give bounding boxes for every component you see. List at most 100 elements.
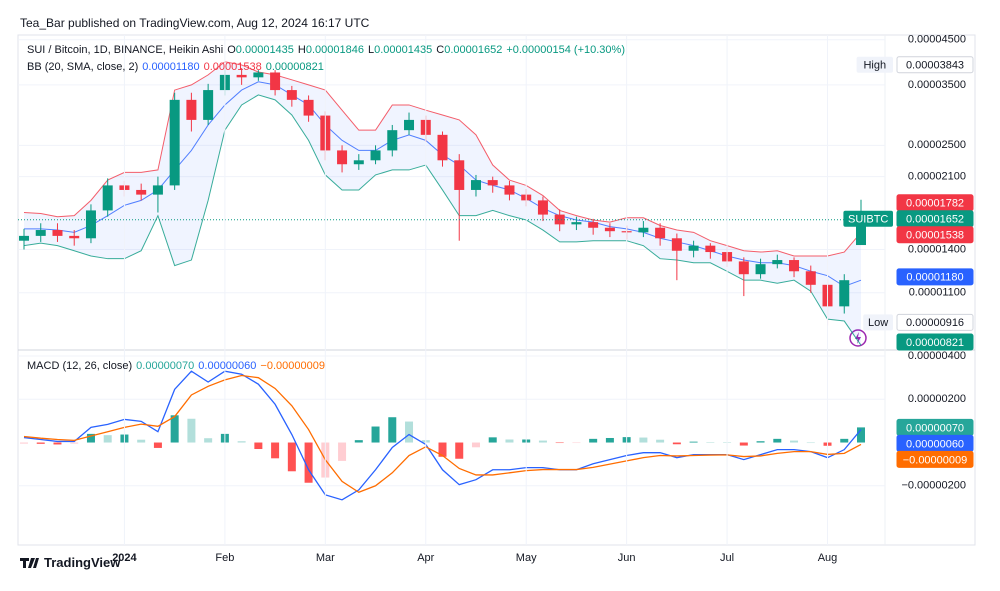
legend-key: H bbox=[297, 44, 306, 56]
legend-title: MACD (12, 26, close) bbox=[27, 360, 133, 372]
event-icon-bolt bbox=[855, 332, 861, 344]
price-label: −0.00000009 bbox=[903, 454, 968, 466]
price-label-box bbox=[896, 450, 974, 468]
candle-body bbox=[604, 227, 615, 232]
candle-body bbox=[19, 235, 29, 241]
histogram-bar bbox=[153, 442, 162, 448]
candle-body bbox=[136, 189, 147, 195]
candle-body bbox=[186, 99, 197, 120]
histogram-bar bbox=[488, 437, 497, 443]
histogram-bar bbox=[455, 442, 464, 459]
x-tick-label: 2024 bbox=[112, 552, 137, 564]
candle-body bbox=[404, 119, 415, 131]
histogram-bar bbox=[689, 441, 698, 443]
legend: MACD (12, 26, close) 0.00000070 0.00000060… bbox=[27, 358, 329, 374]
histogram-bar bbox=[338, 442, 347, 461]
histogram-bar bbox=[840, 438, 849, 443]
price-label-tag bbox=[863, 314, 893, 331]
histogram-bar bbox=[170, 415, 179, 443]
y-tick-label: 0.00002500 bbox=[908, 139, 966, 151]
candle-body bbox=[169, 99, 180, 186]
candle-body bbox=[454, 160, 465, 190]
histogram-bar bbox=[103, 435, 112, 443]
band-fill bbox=[24, 61, 861, 346]
logo bbox=[20, 558, 39, 568]
price-label-tag bbox=[856, 56, 893, 73]
x-tick-label: Mar bbox=[316, 552, 335, 564]
x-tick-label: May bbox=[516, 552, 537, 564]
band-line bbox=[23, 61, 862, 257]
x-tick-label: Jul bbox=[720, 552, 734, 564]
legend-title: SUI / Bitcoin, 1D, BINANCE, Heikin Ashi bbox=[27, 44, 224, 56]
candle-body bbox=[655, 227, 666, 239]
candle-body bbox=[755, 264, 766, 275]
histogram-bar bbox=[304, 442, 313, 483]
histogram-bar bbox=[438, 442, 447, 457]
candle-body bbox=[789, 260, 800, 272]
histogram-bar bbox=[555, 442, 564, 444]
x-tick-label: Apr bbox=[417, 552, 434, 564]
histogram-bar bbox=[790, 440, 799, 443]
price-label-tag-text: Low bbox=[868, 317, 888, 329]
candle-body bbox=[270, 72, 281, 91]
histogram-bar bbox=[806, 442, 815, 444]
histogram-bar bbox=[639, 437, 648, 443]
legend-value: 0.00000821 bbox=[265, 61, 324, 73]
candle-body bbox=[772, 260, 783, 265]
legend-title: BB (20, SMA, close, 2) bbox=[27, 61, 139, 73]
brand: TradingView bbox=[44, 555, 121, 570]
y-tick-label: 0.00000200 bbox=[908, 393, 966, 405]
price-label: 0.00001180 bbox=[906, 272, 963, 284]
price-label-box bbox=[896, 268, 974, 286]
price-label: 0.00003843 bbox=[906, 60, 964, 72]
y-tick-label: 0.00004500 bbox=[908, 34, 966, 46]
y-tick-label: 0.00001400 bbox=[908, 243, 966, 255]
histogram-bar bbox=[857, 427, 865, 443]
candle-body bbox=[69, 235, 80, 239]
candle-body bbox=[152, 185, 163, 195]
histogram-bar bbox=[20, 442, 28, 444]
histogram-bar bbox=[405, 421, 414, 443]
legend-value: −0.00000009 bbox=[260, 360, 325, 372]
candle-body bbox=[35, 230, 46, 236]
candle-body bbox=[236, 74, 247, 78]
legend-key: L bbox=[368, 44, 375, 56]
candle-body bbox=[52, 230, 63, 236]
histogram-bar bbox=[354, 440, 363, 443]
price-label: 0.00000070 bbox=[906, 422, 964, 434]
histogram-bar bbox=[589, 438, 598, 443]
candle-body bbox=[487, 180, 498, 186]
legend: BB (20, SMA, close, 2) 0.00001180 0.000015… bbox=[27, 59, 328, 75]
price-label: 0.00001652 bbox=[906, 214, 964, 226]
candle-body bbox=[688, 245, 699, 251]
y-tick-label: 0.00003500 bbox=[908, 79, 966, 91]
y-tick-label: 0.00002100 bbox=[908, 171, 966, 183]
candle-body bbox=[85, 210, 96, 239]
histogram-bar bbox=[70, 442, 79, 444]
candle-body bbox=[588, 222, 599, 228]
candle-body bbox=[856, 219, 866, 246]
histogram-bar bbox=[53, 442, 62, 445]
legend-key: C bbox=[436, 44, 445, 56]
y-tick-label: 0.00001100 bbox=[909, 287, 966, 299]
candle-body bbox=[738, 261, 749, 275]
histogram-bar bbox=[187, 418, 196, 443]
histogram-bar bbox=[388, 417, 397, 443]
legend: SUI / Bitcoin, 1D, BINANCE, Heikin Ashi O… bbox=[27, 42, 629, 58]
price-label: 0.00000916 bbox=[906, 317, 964, 329]
price-label: 0.00001782 bbox=[906, 198, 964, 210]
legend-value: 0.00001846 bbox=[305, 44, 364, 56]
x-tick-label: Jun bbox=[618, 552, 636, 564]
price-label-box bbox=[896, 226, 974, 244]
price-label: 0.00000821 bbox=[906, 337, 964, 349]
histogram-bar bbox=[706, 442, 715, 443]
legend-value: 0.00000060 bbox=[198, 360, 257, 372]
band-line bbox=[23, 94, 862, 346]
price-label-tag-text: High bbox=[863, 60, 886, 72]
candle-body bbox=[303, 99, 314, 116]
price-label-box bbox=[896, 333, 974, 351]
candle-body bbox=[286, 90, 297, 100]
price-label-box bbox=[896, 56, 974, 74]
candle-body bbox=[638, 227, 649, 233]
